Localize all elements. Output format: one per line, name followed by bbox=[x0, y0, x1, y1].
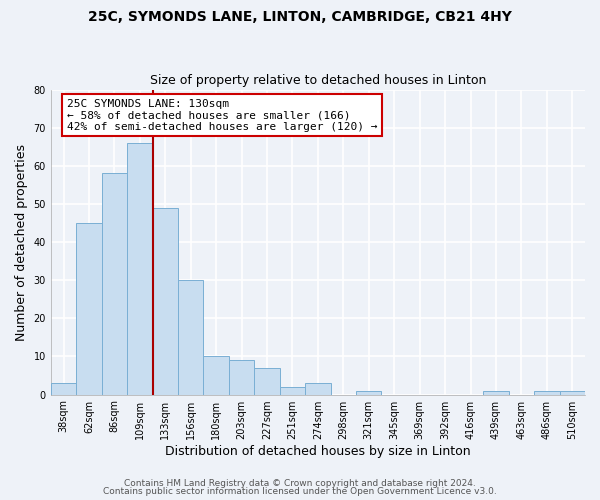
Y-axis label: Number of detached properties: Number of detached properties bbox=[15, 144, 28, 340]
Bar bbox=[76, 223, 101, 394]
Title: Size of property relative to detached houses in Linton: Size of property relative to detached ho… bbox=[150, 74, 486, 87]
Bar bbox=[51, 383, 76, 394]
Bar bbox=[254, 368, 280, 394]
Bar bbox=[127, 143, 152, 395]
X-axis label: Distribution of detached houses by size in Linton: Distribution of detached houses by size … bbox=[165, 444, 471, 458]
Bar bbox=[178, 280, 203, 394]
Text: Contains HM Land Registry data © Crown copyright and database right 2024.: Contains HM Land Registry data © Crown c… bbox=[124, 478, 476, 488]
Bar bbox=[280, 387, 305, 394]
Bar bbox=[152, 208, 178, 394]
Bar bbox=[356, 391, 382, 394]
Text: 25C SYMONDS LANE: 130sqm
← 58% of detached houses are smaller (166)
42% of semi-: 25C SYMONDS LANE: 130sqm ← 58% of detach… bbox=[67, 98, 377, 132]
Bar bbox=[305, 383, 331, 394]
Bar bbox=[229, 360, 254, 394]
Bar bbox=[534, 391, 560, 394]
Text: Contains public sector information licensed under the Open Government Licence v3: Contains public sector information licen… bbox=[103, 487, 497, 496]
Bar bbox=[483, 391, 509, 394]
Text: 25C, SYMONDS LANE, LINTON, CAMBRIDGE, CB21 4HY: 25C, SYMONDS LANE, LINTON, CAMBRIDGE, CB… bbox=[88, 10, 512, 24]
Bar bbox=[101, 174, 127, 394]
Bar bbox=[203, 356, 229, 395]
Bar bbox=[560, 391, 585, 394]
